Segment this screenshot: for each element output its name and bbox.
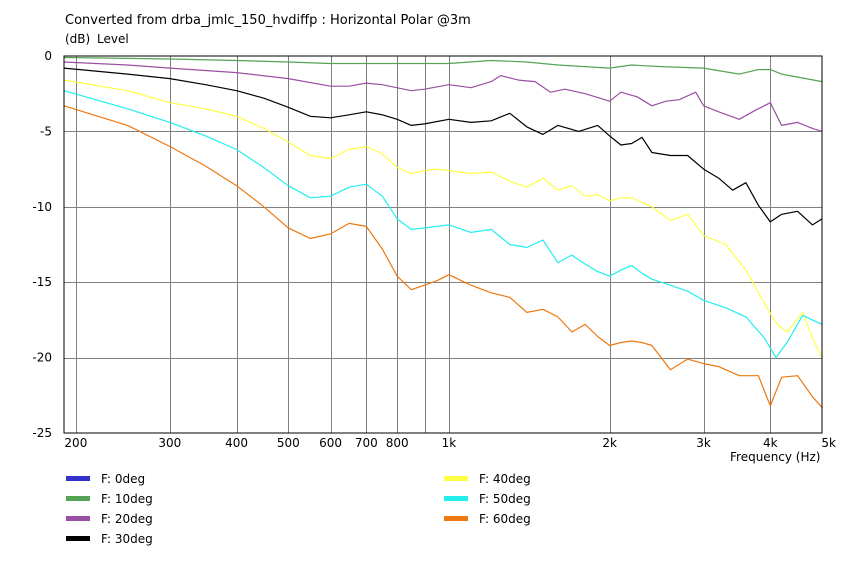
series-line-f-40deg <box>63 79 823 358</box>
x-tick-label: 1k <box>442 436 457 450</box>
y-axis-unit: (dB) <box>65 32 90 46</box>
x-tick-label: 400 <box>225 436 248 450</box>
x-tick-label: 300 <box>158 436 181 450</box>
y-tick-label: 0 <box>44 49 52 63</box>
legend-swatch <box>66 536 90 541</box>
data-series <box>63 56 823 408</box>
legend-label: F: 40deg <box>479 472 531 486</box>
chart-title: Converted from drba_jmlc_150_hvdiffp : H… <box>65 13 471 28</box>
y-tick-label: -20 <box>32 351 52 365</box>
legend-swatch <box>66 476 90 481</box>
x-tick-label: 600 <box>319 436 342 450</box>
legend-label: F: 0deg <box>101 472 145 486</box>
x-tick-label: 2k <box>602 436 617 450</box>
x-tick-label: 500 <box>277 436 300 450</box>
series-line-f-60deg <box>63 105 823 408</box>
x-tick-label: 800 <box>386 436 409 450</box>
grid <box>64 56 822 433</box>
y-tick-label: -15 <box>32 275 52 289</box>
x-tick-label: 5k <box>821 436 836 450</box>
legend-label: F: 20deg <box>101 512 153 526</box>
plot-frame <box>63 55 823 434</box>
x-tick-label: 4k <box>763 436 778 450</box>
series-line-f-10deg <box>63 56 823 83</box>
y-tick-label: -5 <box>40 124 52 138</box>
y-tick-label: -10 <box>32 200 52 214</box>
y-tick-label: -25 <box>32 426 52 440</box>
legend-swatch <box>444 496 468 501</box>
legend-swatch <box>444 476 468 481</box>
series-line-f-50deg <box>63 90 823 359</box>
legend: F: 0deg F: 10deg F: 20deg F: 30deg F: 40deg F… <box>66 472 531 546</box>
legend-swatch <box>66 516 90 521</box>
legend-label: F: 60deg <box>479 512 531 526</box>
legend-swatch <box>66 496 90 501</box>
legend-swatch <box>444 516 468 521</box>
x-axis-label: Frequency (Hz) <box>730 450 821 464</box>
y-axis-label: Level <box>97 32 129 46</box>
x-tick-label: 3k <box>696 436 711 450</box>
legend-label: F: 50deg <box>479 492 531 506</box>
x-tick-label: 200 <box>64 436 87 450</box>
series-line-f-20deg <box>63 61 823 132</box>
series-line-f-30deg <box>63 67 823 226</box>
legend-label: F: 30deg <box>101 532 153 546</box>
y-tick-labels: 0 -5 -10 -15 -20 -25 <box>32 49 52 440</box>
x-tick-labels: 200 300 400 500 600 700 800 1k 2k 3k 4k 5k <box>64 436 836 450</box>
legend-label: F: 10deg <box>101 492 153 506</box>
x-tick-label: 700 <box>355 436 378 450</box>
